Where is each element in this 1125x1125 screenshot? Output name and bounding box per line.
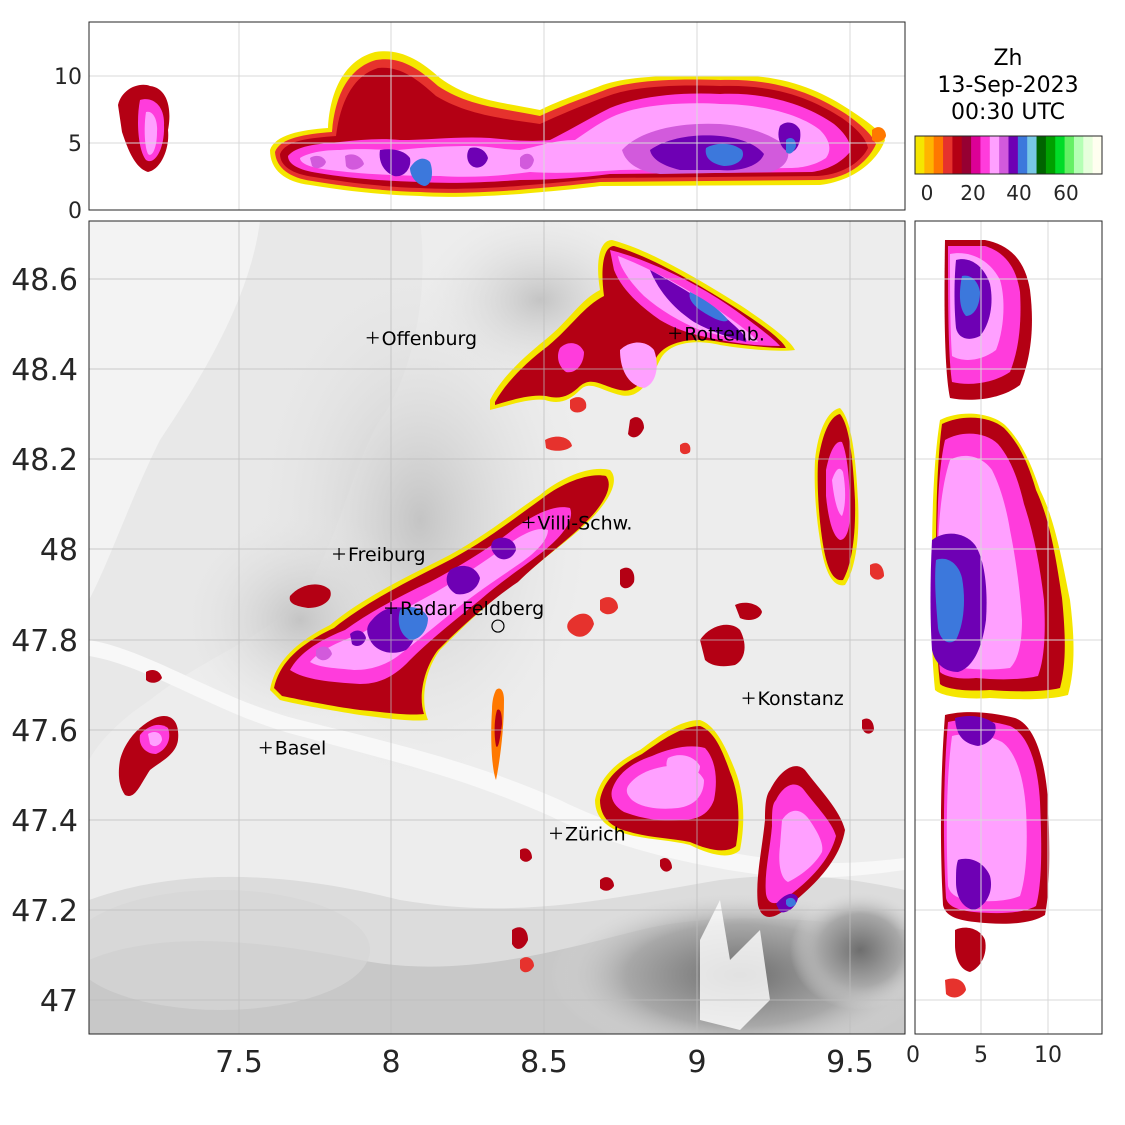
colorbar-tick-label: 0: [921, 181, 934, 205]
right-grid: [915, 221, 1102, 1034]
colorbar-frame: [914, 135, 1103, 175]
y-tick-label: 48: [40, 533, 78, 568]
colorbar-tick-label: 20: [960, 181, 985, 205]
x-tick-label: 9.5: [826, 1045, 874, 1080]
top-grid: [89, 22, 905, 210]
city-marker: Offenburg: [366, 328, 477, 350]
colorbar-swatch: [943, 136, 953, 174]
colorbar-swatch: [971, 136, 981, 174]
city-marker: Basel: [259, 738, 327, 760]
y-tick-label: 48.6: [11, 263, 78, 298]
colorbar-swatch: [961, 136, 972, 174]
main-map-frame: [88, 220, 906, 1035]
top-profile-echo: [118, 51, 886, 197]
radar-echoes: [118, 240, 884, 973]
right-profile-panel: 0 5 10: [906, 220, 1103, 1068]
y-tick-label: 47.8: [11, 624, 78, 659]
city-marker: Rottenb.: [669, 323, 765, 345]
terrain-relief: [89, 221, 905, 1034]
colorbar-swatch: [1027, 136, 1038, 174]
main-y-ticks: 47 47.2 47.4 47.6 47.8 48 48.2 48.4 48.6: [11, 263, 78, 1019]
colorbar-swatch: [1092, 136, 1103, 174]
top-y-tick-label: 5: [68, 132, 82, 157]
city-label: Rottenb.: [684, 323, 765, 345]
right-profile-echo: [930, 240, 1074, 998]
x-tick-label: 8: [381, 1045, 400, 1080]
y-tick-label: 48.4: [11, 353, 78, 388]
radar-site-marker: [491, 619, 505, 633]
city-label: Freiburg: [348, 544, 426, 566]
colorbar-swatch: [952, 136, 963, 174]
colorbar-tick-label: 40: [1006, 181, 1031, 205]
city-label: Konstanz: [758, 688, 844, 710]
city-marker: Radar Feldberg: [385, 598, 544, 620]
colorbar-swatch: [1017, 136, 1028, 174]
right-panel-frame: [914, 220, 1103, 1035]
city-marker: Konstanz: [742, 688, 844, 710]
y-tick-label: 47.4: [11, 804, 78, 839]
main-map-panel: Offenburg Rottenb. Villi-Schw. Freiburg Rada…: [11, 220, 906, 1080]
colorbar-swatch: [999, 136, 1009, 174]
y-tick-label: 47.2: [11, 894, 78, 929]
colorbar-swatch: [924, 136, 935, 174]
right-x-ticks: 0 5 10: [906, 1043, 1062, 1068]
right-x-tick-label: 10: [1034, 1043, 1062, 1068]
colorbar-swatch: [1064, 136, 1075, 174]
right-x-tick-label: 5: [974, 1043, 988, 1068]
colorbar-swatch: [933, 136, 944, 174]
time-title: 00:30 UTC: [951, 100, 1065, 125]
city-marker: Freiburg: [333, 544, 426, 566]
city-label: Basel: [275, 738, 327, 760]
colorbar-swatch: [1073, 136, 1084, 174]
colorbar-swatch: [1083, 136, 1094, 174]
colorbar-swatch: [1045, 136, 1056, 174]
colorbar-tick-label: 60: [1053, 181, 1078, 205]
colorbar-swatch: [1036, 136, 1047, 174]
x-tick-label: 7.5: [215, 1045, 263, 1080]
top-y-ticks: 0 5 10: [54, 65, 82, 224]
colorbar-swatch: [1008, 136, 1019, 174]
main-x-ticks: 7.5 8 8.5 9 9.5: [215, 1045, 874, 1080]
variable-title: Zh: [993, 46, 1022, 71]
main-grid: [89, 221, 905, 1034]
city-label: Zürich: [565, 823, 626, 845]
city-markers: Offenburg Rottenb. Villi-Schw. Freiburg Rada…: [259, 323, 844, 845]
city-label: Offenburg: [382, 328, 477, 350]
top-y-tick-label: 10: [54, 65, 82, 90]
city-marker: Villi-Schw.: [522, 512, 633, 534]
legend-block: Zh 13-Sep-2023 00:30 UTC 0 20 40 60: [914, 46, 1103, 205]
top-profile-panel: 0 5 10: [54, 21, 906, 224]
top-y-tick-label: 0: [68, 199, 82, 224]
colorbar-swatch: [989, 136, 1000, 174]
y-tick-label: 47.6: [11, 714, 78, 749]
x-tick-label: 8.5: [520, 1045, 568, 1080]
y-tick-label: 48.2: [11, 443, 78, 478]
top-panel-frame: [88, 21, 906, 211]
city-label: Villi-Schw.: [538, 512, 633, 534]
date-title: 13-Sep-2023: [937, 73, 1078, 98]
city-label: Radar Feldberg: [400, 598, 544, 620]
x-tick-label: 9: [687, 1045, 706, 1080]
colorbar-swatch: [1055, 136, 1066, 174]
colorbar-swatch: [980, 136, 991, 174]
colorbar-swatch: [915, 136, 925, 174]
city-marker: Zürich: [550, 823, 626, 845]
right-x-tick-label: 0: [906, 1043, 920, 1068]
colorbar: [915, 136, 1103, 174]
y-tick-label: 47: [40, 984, 78, 1019]
